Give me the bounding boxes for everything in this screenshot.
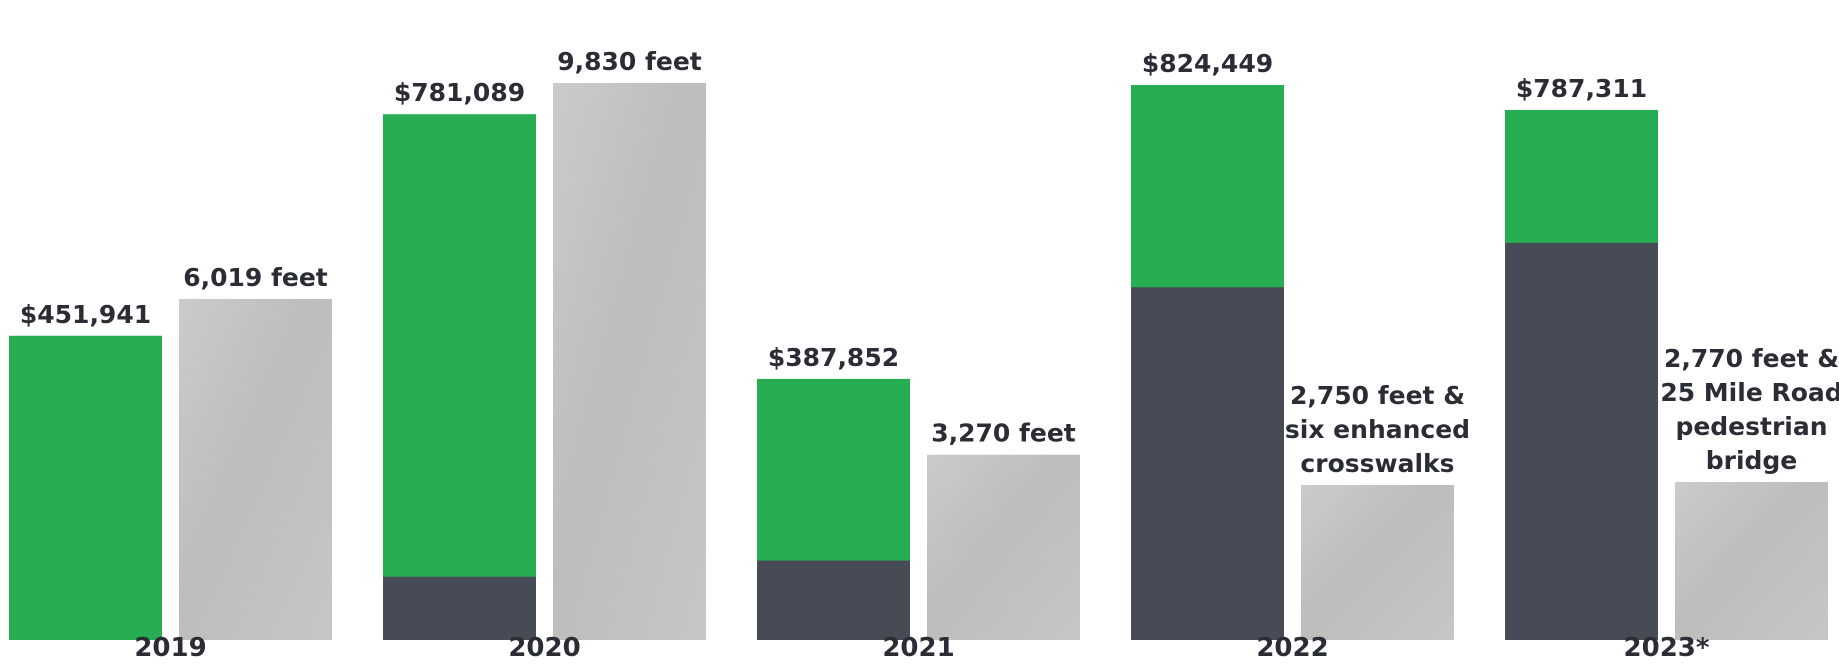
year-label-3: 2022: [1256, 633, 1328, 663]
sidewalk-label-line: pedestrian: [1675, 412, 1827, 441]
total-label-0: $451,941: [20, 300, 151, 329]
sidewalk-label-4: 2,770 feet & 25 Mile Road pedestrian bridge: [1660, 344, 1839, 475]
grant-bar-2: [757, 560, 910, 640]
grant-bar-1: [383, 576, 536, 640]
sidewalk-label-line: 2,770 feet &: [1664, 344, 1839, 373]
bars-layer: [9, 83, 1828, 641]
year-label-2: 2021: [882, 633, 954, 663]
total-label-2: $387,852: [768, 343, 899, 372]
grant-bar-4: [1505, 242, 1658, 641]
sidewalk-label-2: 3,270 feet: [931, 419, 1076, 448]
total-label-4: $787,311: [1516, 74, 1647, 103]
grant-bar-3: [1131, 287, 1284, 640]
year-labels: 2019 2020 2021 2022 2023*: [134, 633, 1710, 663]
sidewalk-bar-2: [927, 454, 1080, 640]
total-bar-1: [383, 114, 536, 640]
total-bar-0: [9, 335, 162, 640]
sidewalk-label-1: 9,830 feet: [557, 47, 702, 76]
sidewalk-label-line: 3,270 feet: [931, 419, 1076, 448]
sidewalk-bar-1: [553, 83, 706, 640]
sidewalk-label-line: 2,750 feet &: [1290, 381, 1465, 410]
sidewalk-bar-4: [1675, 482, 1828, 640]
labels-layer: $451,941 6,019 feet $781,089 9,830 feet $387…: [20, 47, 1839, 478]
sidewalk-label-line: six enhanced: [1285, 415, 1470, 444]
sidewalk-label-0: 6,019 feet: [183, 263, 328, 292]
year-label-1: 2020: [508, 633, 580, 663]
sidewalk-bar-0: [179, 298, 332, 640]
sidewalk-label-line: 6,019 feet: [183, 263, 328, 292]
sidewalk-bar-3: [1301, 485, 1454, 640]
sidewalk-label-line: 25 Mile Road: [1660, 378, 1839, 407]
sidewalk-label-3: 2,750 feet & six enhanced crosswalks: [1285, 381, 1470, 478]
year-label-4: 2023*: [1624, 633, 1710, 663]
total-label-3: $824,449: [1142, 49, 1273, 78]
total-label-1: $781,089: [394, 78, 525, 107]
sidewalk-label-line: 9,830 feet: [557, 47, 702, 76]
sidewalk-label-line: crosswalks: [1300, 449, 1454, 478]
sidewalk-label-line: bridge: [1706, 446, 1798, 475]
year-label-0: 2019: [134, 633, 206, 663]
